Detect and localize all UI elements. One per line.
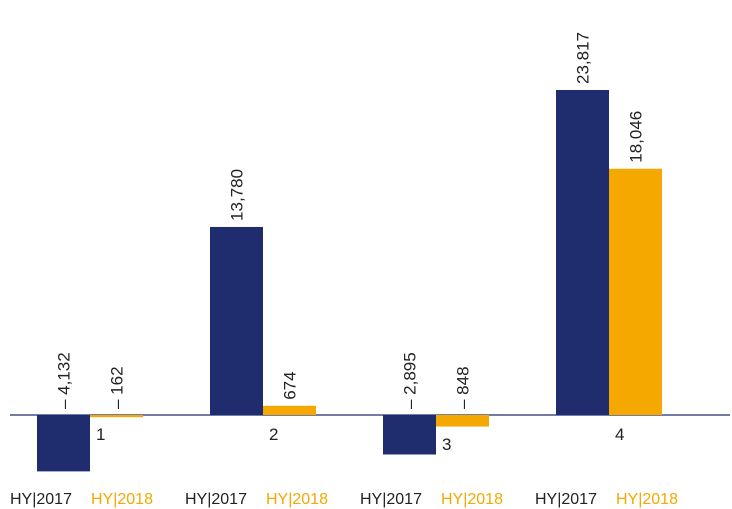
- value-label: 13,780: [228, 169, 247, 221]
- value-label: – 4,132: [55, 352, 74, 409]
- bar: [263, 405, 316, 415]
- legend-label: HY|2017: [360, 491, 422, 508]
- legend-label: HY|2018: [91, 491, 153, 508]
- value-label: 674: [281, 371, 300, 399]
- category-label: 1: [96, 425, 105, 444]
- bar: [37, 415, 90, 472]
- category-label: 3: [442, 435, 451, 454]
- legend-label: HY|2017: [185, 491, 247, 508]
- value-label: 18,046: [627, 111, 646, 163]
- bar: [436, 415, 489, 427]
- category-label: 2: [269, 425, 278, 444]
- bar: [383, 415, 436, 455]
- legend-label: HY|2017: [10, 491, 72, 508]
- value-label: 23,817: [574, 32, 593, 84]
- value-label: – 162: [108, 366, 127, 409]
- value-label: – 848: [454, 366, 473, 409]
- bar: [609, 168, 662, 415]
- bar: [90, 415, 143, 418]
- value-label: – 2,895: [401, 352, 420, 409]
- bar: [210, 226, 263, 415]
- legend-label: HY|2018: [441, 491, 503, 508]
- bar: [556, 90, 609, 415]
- legend-label: HY|2017: [535, 491, 597, 508]
- category-label: 4: [615, 425, 624, 444]
- legend-label: HY|2018: [266, 491, 328, 508]
- legend-label: HY|2018: [616, 491, 678, 508]
